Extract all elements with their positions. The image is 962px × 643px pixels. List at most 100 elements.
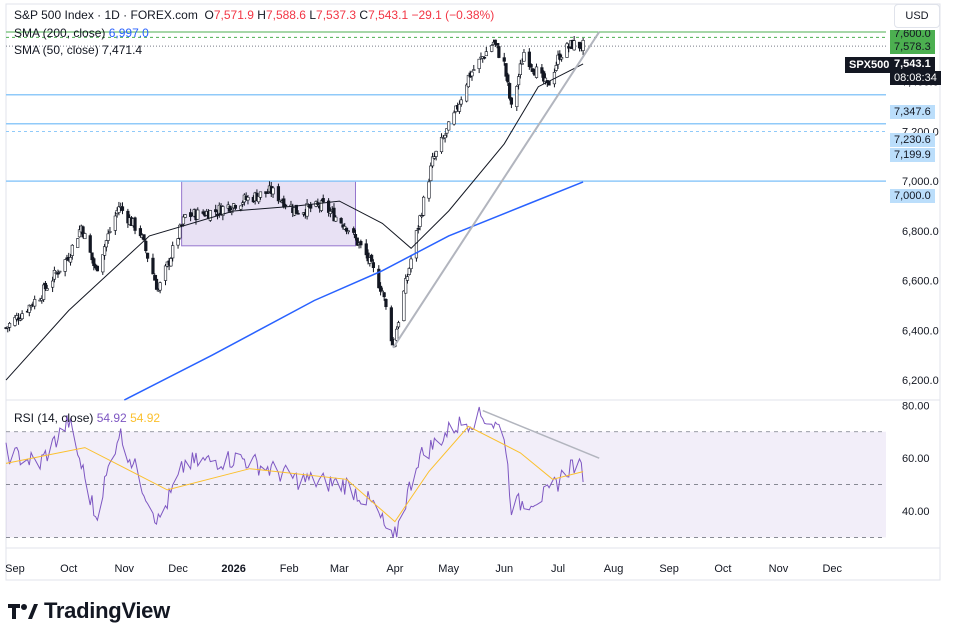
candle-up xyxy=(42,284,46,300)
candle-up xyxy=(518,63,522,75)
candle-down xyxy=(233,205,238,209)
close-value: 7,543.1 xyxy=(368,8,409,22)
rsi-ma-line xyxy=(5,425,584,523)
candle-up xyxy=(457,104,462,112)
candle-up xyxy=(83,233,87,240)
candle-down xyxy=(144,240,148,252)
candle-up xyxy=(76,238,80,248)
candle-up xyxy=(68,257,73,263)
support-trendline xyxy=(392,31,601,349)
candle-down xyxy=(145,252,150,259)
candle-down xyxy=(527,51,531,67)
candle-up xyxy=(18,318,22,321)
candle-up xyxy=(477,58,481,69)
candle-up xyxy=(208,210,212,221)
candle-up xyxy=(158,282,162,291)
candle-down xyxy=(355,237,359,246)
candle-up xyxy=(466,74,471,88)
candle-up xyxy=(572,40,576,51)
candle-up xyxy=(271,187,275,195)
candle-up xyxy=(434,150,438,157)
candle-up xyxy=(534,66,539,78)
sma50-label: SMA (50, close) xyxy=(14,43,99,57)
symbol-badge: SPX500 xyxy=(845,57,894,73)
candle-up xyxy=(465,84,469,102)
sma200-legend[interactable]: SMA (200, close) 6,997.0 xyxy=(14,26,149,40)
candle-up xyxy=(516,76,521,86)
candle-up xyxy=(319,200,324,211)
sma50-value: 7,471.4 xyxy=(102,43,143,57)
sma200-label: SMA (200, close) xyxy=(14,26,106,40)
green-level-tag: 7,578.3 xyxy=(890,40,935,54)
time-axis-tick: Aug xyxy=(604,563,624,575)
candle-up xyxy=(452,112,456,125)
sma200-value: 6,997.0 xyxy=(108,26,149,40)
time-axis-tick: Oct xyxy=(60,563,77,575)
candle-down xyxy=(43,282,48,290)
rsi-axis-tick: 60.00 xyxy=(902,453,930,465)
candle-up xyxy=(183,214,187,218)
candle-up xyxy=(102,246,107,256)
candle-down xyxy=(366,252,370,262)
candle-down xyxy=(384,298,388,308)
candle-down xyxy=(382,292,386,298)
candle-up xyxy=(409,258,413,269)
time-axis-tick: Jun xyxy=(495,563,513,575)
time-axis-tick: Sep xyxy=(659,563,679,575)
candle-up xyxy=(29,305,33,308)
level-7230-tag: 7,230.6 xyxy=(890,133,935,147)
candle-down xyxy=(508,83,512,99)
candle-down xyxy=(142,234,146,241)
candle-up xyxy=(240,202,245,205)
candle-up xyxy=(484,51,488,57)
candle-up xyxy=(305,203,309,217)
candle-up xyxy=(560,57,564,60)
tradingview-icon xyxy=(8,604,38,619)
candle-down xyxy=(266,192,270,194)
price-axis-tick: 7,000.0 xyxy=(902,176,939,188)
candle-up xyxy=(421,196,426,216)
low-value: 7,537.3 xyxy=(316,8,357,22)
candle-up xyxy=(565,43,569,58)
candle-down xyxy=(95,265,100,272)
candle-down xyxy=(56,272,60,275)
high-value: 7,588.6 xyxy=(265,8,306,22)
time-axis-tick: Sep xyxy=(5,563,25,575)
candle-up xyxy=(581,40,585,51)
rsi-value: 54.92 xyxy=(96,411,127,425)
candle-up xyxy=(33,299,37,307)
candle-down xyxy=(506,74,510,83)
candle-up xyxy=(472,69,476,71)
candle-up xyxy=(380,290,384,293)
low-label: L xyxy=(309,8,317,22)
candle-up xyxy=(439,137,444,153)
candle-down xyxy=(321,198,325,203)
candle-down xyxy=(509,97,514,105)
candle-up xyxy=(490,45,494,52)
rsi-trendline xyxy=(482,409,600,459)
candle-up xyxy=(258,191,263,198)
candle-down xyxy=(154,278,159,290)
rsi-legend[interactable]: RSI (14, close) 54.92 54.92 xyxy=(14,411,160,425)
candle-up xyxy=(522,52,526,62)
tradingview-logo[interactable]: TradingView xyxy=(8,598,170,624)
candle-up xyxy=(163,265,168,281)
candle-up xyxy=(420,215,424,217)
candle-up xyxy=(52,270,56,280)
candle-down xyxy=(88,235,92,253)
change-value: −29.1 (−0.38%) xyxy=(411,8,495,22)
candle-up xyxy=(239,205,243,210)
rsi-ma-value: 54.92 xyxy=(130,411,161,425)
currency-button[interactable]: USD xyxy=(894,4,940,28)
candle-down xyxy=(389,307,393,342)
candle-down xyxy=(327,200,331,213)
candle-down xyxy=(296,212,300,215)
candle-up xyxy=(334,216,338,222)
candle-up xyxy=(20,313,24,320)
close-label: C xyxy=(359,8,369,22)
sma50-legend[interactable]: SMA (50, close) 7,471.4 xyxy=(14,43,142,57)
level-7000-tag: 7,000.0 xyxy=(890,189,935,203)
candle-up xyxy=(515,86,519,107)
candle-up xyxy=(169,258,173,267)
